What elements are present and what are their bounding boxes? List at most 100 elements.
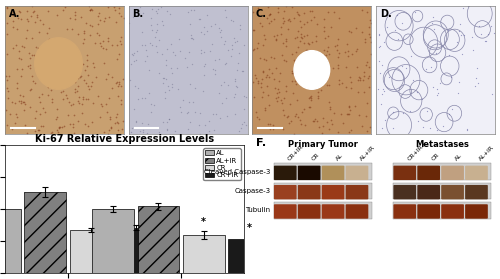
Point	[104, 36, 112, 40]
Point	[88, 80, 96, 84]
Point	[116, 39, 124, 43]
Point	[297, 32, 305, 36]
Point	[274, 6, 282, 10]
Point	[303, 48, 311, 52]
Point	[283, 115, 291, 119]
Point	[462, 127, 470, 131]
Point	[206, 49, 214, 54]
Point	[212, 111, 220, 116]
Point	[464, 4, 472, 9]
Point	[42, 42, 50, 47]
Point	[278, 101, 286, 105]
Point	[428, 85, 436, 89]
FancyBboxPatch shape	[274, 166, 296, 180]
Point	[291, 114, 299, 118]
Point	[165, 117, 173, 122]
Point	[52, 80, 60, 84]
Point	[237, 126, 245, 131]
Point	[354, 75, 362, 80]
Point	[291, 79, 299, 83]
Point	[166, 12, 174, 17]
Point	[118, 14, 126, 18]
Point	[148, 28, 156, 32]
Point	[48, 100, 56, 104]
Point	[4, 5, 12, 9]
Point	[66, 122, 74, 126]
Point	[309, 50, 317, 54]
Point	[361, 37, 369, 42]
Point	[113, 56, 121, 61]
Point	[445, 53, 453, 57]
FancyBboxPatch shape	[298, 204, 320, 219]
Point	[106, 115, 114, 120]
Point	[38, 62, 46, 66]
Point	[277, 25, 285, 30]
Point	[20, 100, 28, 104]
Point	[138, 30, 146, 34]
Point	[254, 78, 262, 83]
Point	[265, 67, 273, 71]
Point	[221, 39, 229, 44]
Point	[100, 60, 108, 65]
Point	[270, 56, 278, 60]
Point	[323, 59, 331, 64]
Point	[22, 35, 30, 40]
Point	[379, 86, 387, 91]
Point	[120, 16, 128, 20]
Point	[73, 69, 81, 73]
FancyBboxPatch shape	[298, 185, 320, 199]
Point	[102, 102, 110, 107]
Point	[36, 18, 44, 22]
Point	[18, 73, 25, 78]
Point	[249, 47, 257, 52]
Point	[262, 75, 270, 80]
Point	[482, 39, 490, 44]
Point	[382, 24, 390, 29]
Point	[92, 75, 100, 80]
Point	[75, 94, 83, 99]
Point	[320, 47, 328, 52]
Point	[286, 121, 294, 126]
Point	[300, 21, 308, 26]
Bar	[115, 228, 156, 273]
Point	[16, 93, 24, 97]
Point	[413, 90, 421, 94]
Point	[70, 13, 78, 18]
Point	[353, 65, 361, 69]
Point	[100, 19, 108, 23]
Point	[326, 83, 334, 87]
Point	[89, 61, 97, 66]
Point	[15, 98, 23, 103]
Point	[192, 86, 200, 90]
Point	[74, 99, 82, 103]
Point	[98, 104, 106, 108]
FancyBboxPatch shape	[441, 204, 464, 219]
Point	[71, 45, 79, 49]
Point	[290, 71, 298, 75]
Point	[55, 126, 63, 130]
Point	[296, 18, 304, 23]
Point	[73, 50, 81, 55]
Bar	[228, 239, 270, 273]
Point	[254, 115, 262, 119]
Text: AL+IR: AL+IR	[478, 144, 496, 161]
Point	[118, 127, 126, 131]
Point	[378, 126, 386, 130]
Bar	[24, 192, 66, 273]
Point	[308, 49, 316, 54]
Point	[91, 41, 99, 45]
Point	[220, 61, 228, 66]
Point	[189, 37, 197, 41]
Point	[131, 84, 139, 88]
Point	[18, 66, 26, 71]
Point	[254, 80, 262, 85]
Point	[336, 50, 344, 55]
Point	[291, 36, 299, 40]
Point	[286, 102, 294, 106]
Point	[334, 37, 342, 41]
Point	[12, 85, 20, 90]
Point	[222, 15, 230, 19]
Point	[154, 28, 162, 33]
Point	[468, 48, 476, 53]
Point	[433, 87, 441, 91]
